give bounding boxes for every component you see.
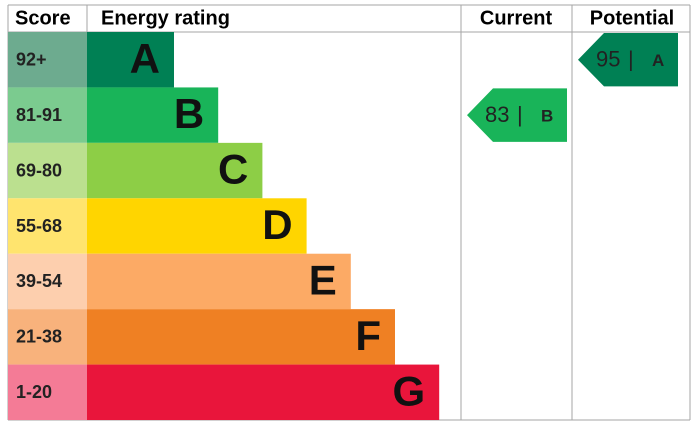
current-arrow: 83 | B bbox=[467, 88, 567, 142]
score-label: 92+ bbox=[16, 49, 47, 69]
score-label: 81-91 bbox=[16, 105, 62, 125]
rating-letter: A bbox=[130, 35, 160, 82]
rating-bar bbox=[87, 364, 440, 421]
score-cell bbox=[8, 309, 87, 365]
rating-bar bbox=[87, 142, 263, 199]
score-cell bbox=[8, 32, 87, 88]
rating-letter: B bbox=[174, 90, 204, 137]
rating-letter: E bbox=[309, 257, 337, 304]
current-arrow-shape bbox=[467, 88, 567, 142]
current-value: 83 bbox=[485, 102, 509, 127]
score-label: 39-54 bbox=[16, 271, 62, 291]
rating-bar bbox=[87, 309, 395, 365]
rating-bar bbox=[87, 198, 307, 254]
current-separator: | bbox=[517, 102, 523, 127]
score-label: 21-38 bbox=[16, 327, 62, 347]
rating-letter: G bbox=[393, 367, 426, 414]
rating-letter: C bbox=[218, 146, 248, 193]
score-label: 1-20 bbox=[16, 382, 52, 402]
potential-separator: | bbox=[628, 47, 634, 72]
rating-letter: F bbox=[355, 312, 381, 359]
rating-letter: D bbox=[262, 201, 292, 248]
rating-bar bbox=[87, 253, 351, 310]
header-current: Current bbox=[480, 7, 553, 29]
score-label: 55-68 bbox=[16, 216, 62, 236]
header-potential: Potential bbox=[590, 7, 674, 29]
current-letter: B bbox=[541, 107, 553, 126]
rating-bar bbox=[87, 32, 174, 88]
potential-value: 95 bbox=[596, 47, 620, 72]
score-cell bbox=[8, 87, 87, 143]
score-cell bbox=[8, 364, 87, 421]
header-rating: Energy rating bbox=[101, 7, 230, 29]
potential-letter: A bbox=[652, 51, 664, 70]
potential-arrow: 95 | A bbox=[578, 33, 678, 87]
score-cell bbox=[8, 142, 87, 199]
rating-bar bbox=[87, 87, 219, 143]
header-score: Score bbox=[15, 7, 71, 29]
score-cell bbox=[8, 198, 87, 254]
score-cell bbox=[8, 253, 87, 310]
score-label: 69-80 bbox=[16, 160, 62, 180]
potential-arrow-shape bbox=[578, 33, 678, 87]
